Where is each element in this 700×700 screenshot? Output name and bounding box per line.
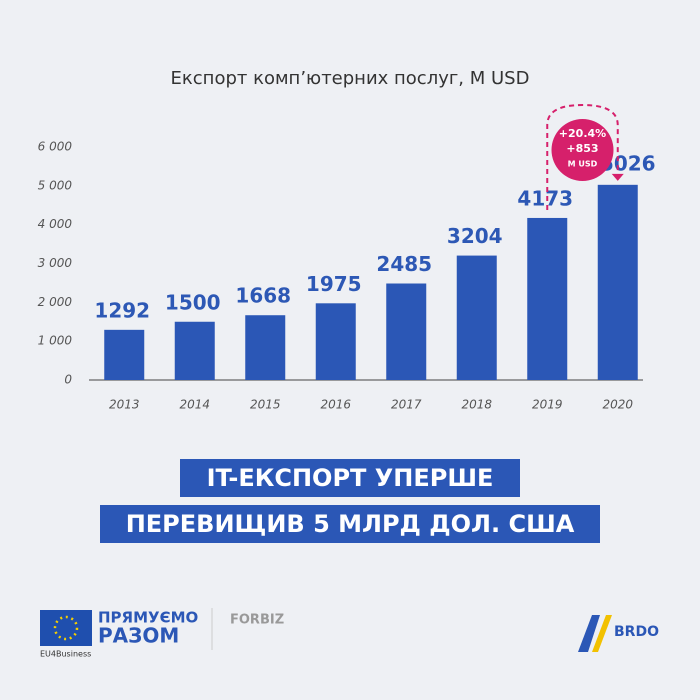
annotation-arrowhead [611, 173, 624, 181]
bar [174, 321, 215, 380]
eu-stars [53, 615, 79, 641]
y-tick-label: 1 000 [38, 334, 73, 348]
brdo-logo: BRDO [578, 615, 659, 652]
y-tick-label: 5 000 [38, 178, 73, 192]
annotation-text: +20.4% [559, 127, 606, 140]
bar [527, 217, 568, 380]
x-tick-label: 2014 [179, 398, 210, 412]
value-label: 1500 [165, 290, 221, 314]
headline-box [100, 505, 600, 543]
value-label: 2485 [376, 252, 432, 276]
headline-box [180, 459, 520, 497]
eu-logo: ПРЯМУЄМО РАЗОМ EU4Business [40, 609, 198, 659]
bar [597, 184, 638, 380]
y-tick-label: 0 [64, 373, 72, 387]
x-tick-label: 2020 [602, 398, 633, 412]
bar [315, 303, 356, 380]
x-tick-label: 2013 [109, 398, 140, 412]
annotation-text: +853 [566, 142, 598, 155]
bar [245, 315, 286, 380]
headline: ПЕРЕВИЩИВ 5 МЛРД ДОЛ. США [126, 510, 575, 538]
y-tick-label: 4 000 [38, 217, 73, 231]
brdo-mark [578, 615, 600, 652]
value-label: 3204 [447, 224, 503, 248]
value-label: 1975 [306, 272, 362, 296]
chart-title: Експорт комп’ютерних послуг, M USD [171, 68, 530, 89]
eu-text: ПРЯМУЄМО [98, 609, 198, 627]
annotation-badge [551, 119, 614, 181]
y-tick-label: 2 000 [38, 295, 73, 309]
y-tick-label: 6 000 [38, 140, 73, 154]
brdo-mark [592, 615, 612, 652]
x-tick-label: 2015 [250, 398, 281, 412]
x-tick-label: 2016 [320, 398, 351, 412]
bar [104, 329, 145, 380]
annotation-text: M USD [568, 160, 598, 169]
eu-flag [40, 610, 92, 646]
y-tick-label: 3 000 [38, 256, 73, 270]
value-label: 1292 [94, 298, 150, 322]
x-tick-label: 2018 [461, 398, 492, 412]
eu-tag: EU4Business [40, 650, 91, 659]
bar [386, 283, 427, 380]
annotation-arrow [546, 103, 619, 210]
partner-logo: FORBIZ [230, 613, 284, 628]
x-tick-label: 2019 [532, 398, 563, 412]
headline: IT-ЕКСПОРТ УПЕРШЕ [207, 464, 494, 492]
bar [456, 255, 497, 380]
value-label: 4173 [517, 186, 573, 210]
brdo-text: BRDO [614, 624, 659, 640]
x-tick-label: 2017 [391, 398, 422, 412]
eu-text: РАЗОМ [98, 624, 179, 648]
value-label: 1668 [235, 284, 291, 308]
